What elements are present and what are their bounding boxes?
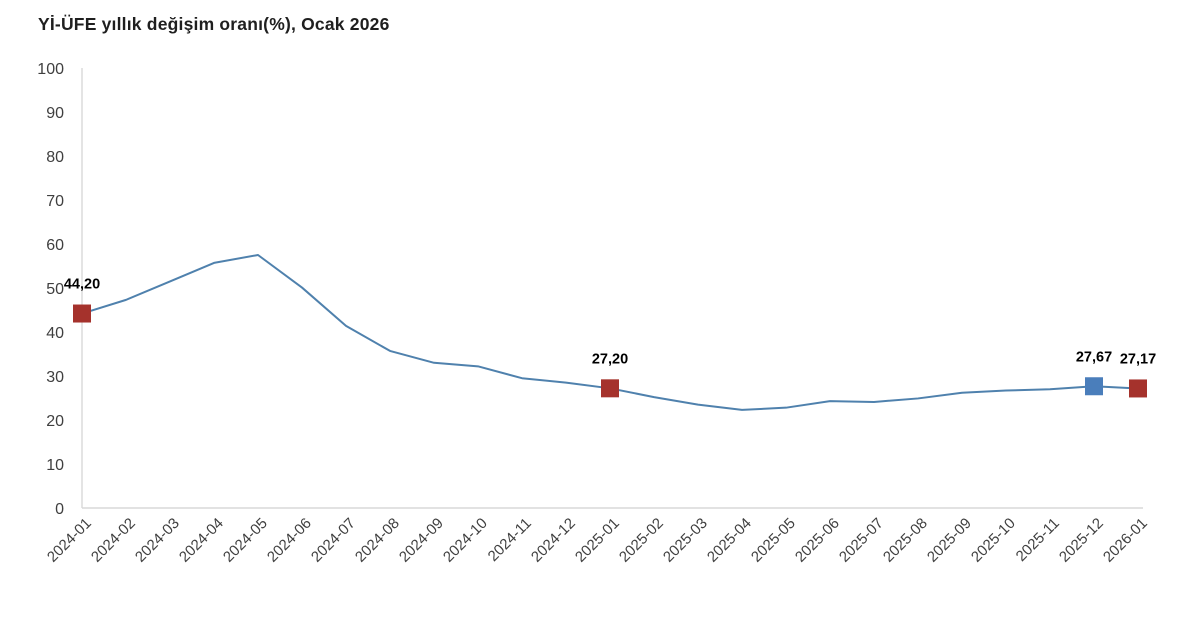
y-axis-tick-label: 50	[46, 281, 64, 298]
x-axis-tick-label: 2025-03	[660, 515, 711, 566]
y-axis-tick-label: 40	[46, 325, 64, 342]
x-axis-tick-label: 2024-11	[485, 515, 535, 565]
x-axis-tick-label: 2024-03	[132, 515, 183, 566]
x-axis-tick-label: 2025-09	[924, 515, 975, 566]
x-axis-tick-label: 2025-12	[1056, 515, 1107, 566]
y-axis-tick-label: 60	[46, 237, 64, 254]
y-axis-tick-label: 70	[46, 193, 64, 210]
x-axis-tick-label: 2024-02	[88, 515, 139, 566]
y-axis-tick-label: 10	[46, 457, 64, 474]
data-point-marker[interactable]	[601, 379, 619, 398]
y-axis-tick-label: 30	[46, 369, 64, 386]
y-axis-tick-label: 90	[46, 105, 64, 122]
x-axis-tick-label: 2025-05	[748, 515, 799, 566]
data-point-label: 44,20	[64, 277, 100, 293]
y-axis-tick-label: 80	[46, 149, 64, 166]
x-axis-tick-label: 2024-07	[308, 515, 359, 566]
x-axis-tick-label: 2024-08	[352, 515, 403, 566]
x-axis-tick-label: 2025-07	[836, 515, 887, 566]
data-point-label: 27,20	[592, 351, 628, 367]
x-axis-tick-label: 2024-04	[176, 515, 227, 566]
data-point-marker[interactable]	[1085, 377, 1103, 396]
data-point-label: 27,67	[1076, 349, 1112, 365]
x-axis-tick-label: 2024-06	[264, 515, 315, 566]
x-axis-tick-label: 2025-10	[968, 515, 1019, 566]
x-axis-tick-label: 2025-02	[616, 515, 667, 566]
x-axis-tick-label: 2025-08	[880, 515, 931, 566]
x-axis-tick-label: 2024-12	[528, 515, 579, 566]
x-axis-tick-label: 2024-09	[396, 515, 447, 566]
y-axis-tick-label: 20	[46, 413, 64, 430]
x-axis-tick-label: 2024-01	[44, 515, 95, 566]
x-axis-tick-label: 2025-01	[572, 515, 623, 566]
x-axis-tick-label: 2025-11	[1013, 515, 1063, 565]
x-axis-tick-label: 2025-06	[792, 515, 843, 566]
y-axis-tick-label: 0	[55, 501, 64, 518]
data-point-marker[interactable]	[1129, 379, 1147, 398]
data-point-label: 27,17	[1120, 351, 1156, 367]
data-point-marker[interactable]	[73, 304, 91, 323]
x-axis-tick-label: 2024-10	[440, 515, 491, 566]
x-axis-tick-label: 2024-05	[220, 515, 271, 566]
chart-title: Yİ-ÜFE yıllık değişim oranı(%), Ocak 202…	[38, 14, 390, 34]
y-axis-tick-label: 100	[37, 61, 64, 78]
x-axis-tick-label: 2025-04	[704, 515, 755, 566]
x-axis-tick-label: 2026-01	[1100, 515, 1151, 566]
